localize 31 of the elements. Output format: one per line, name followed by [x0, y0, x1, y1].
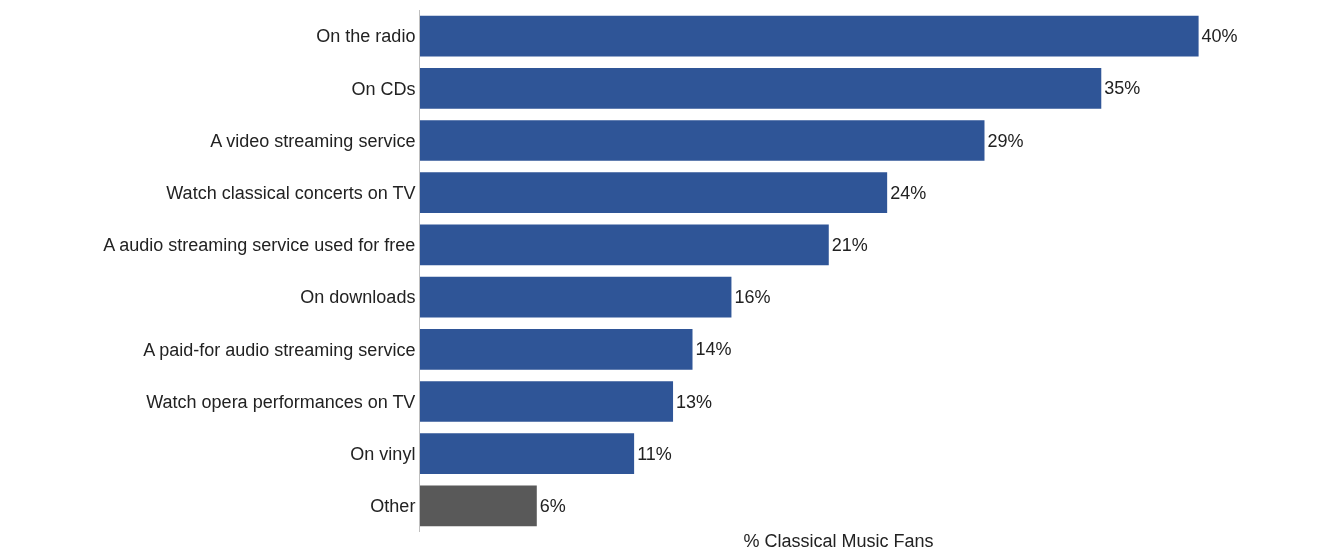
data-label: 6% — [539, 495, 566, 516]
y-tick-label: Watch classical concerts on TV — [166, 183, 416, 203]
bar — [420, 224, 829, 266]
data-label: 24% — [890, 182, 927, 203]
x-axis-title: % Classical Music Fans — [743, 531, 934, 552]
y-tick-label: Other — [370, 496, 416, 517]
bar — [420, 15, 1199, 57]
data-label: 35% — [1104, 78, 1141, 99]
data-label: 40% — [1201, 26, 1238, 47]
y-tick-label: A paid-for audio streaming service — [143, 339, 416, 360]
data-label: 21% — [831, 234, 868, 255]
data-label: 11% — [637, 443, 672, 464]
y-tick-label: On CDs — [351, 78, 416, 99]
bar — [420, 485, 537, 527]
bar — [420, 381, 674, 422]
y-tick-label: Watch opera performances on TV — [146, 391, 416, 412]
data-label: 14% — [695, 339, 732, 360]
bar — [420, 433, 635, 475]
bar — [420, 276, 732, 318]
y-tick-label: A video streaming service — [210, 130, 416, 151]
y-tick-label: On the radio — [316, 26, 416, 47]
bar — [420, 120, 985, 161]
data-label: 16% — [734, 287, 771, 308]
y-tick-label: On vinyl — [350, 444, 416, 464]
bar — [420, 328, 693, 370]
bar — [420, 67, 1102, 109]
data-label: 29% — [987, 130, 1024, 151]
data-label: 13% — [676, 391, 713, 412]
bar — [420, 172, 888, 214]
y-tick-label: A audio streaming service used for free — [103, 235, 416, 256]
y-tick-label: On downloads — [300, 287, 416, 308]
